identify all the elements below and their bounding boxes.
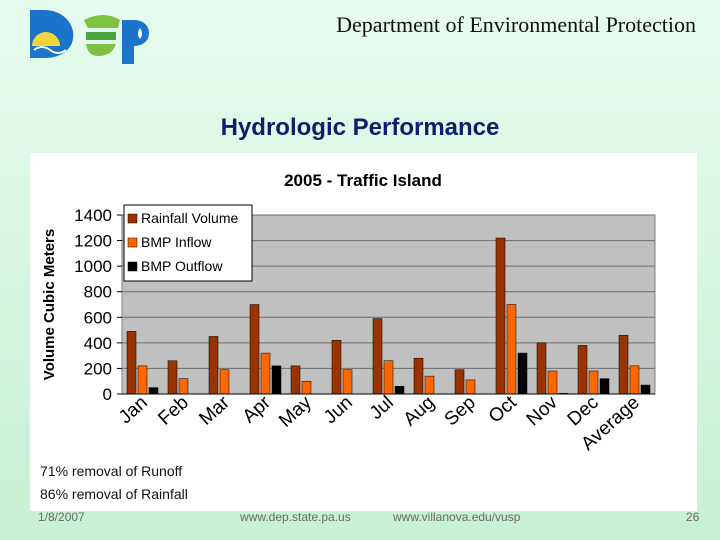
bar-rainfall-volume-feb — [167, 360, 178, 395]
x-tick-label: Jan — [115, 392, 152, 428]
bar-rainfall-volume-apr — [249, 304, 260, 395]
bar-bmp-inflow-mar — [219, 369, 230, 395]
x-tick-label: Apr — [239, 392, 276, 428]
footer-date: 1/8/2007 — [38, 510, 85, 524]
footer-url-villanova: www.villanova.edu/vusp — [393, 510, 521, 524]
bar-bmp-outflow-oct — [517, 352, 528, 395]
bar-bmp-inflow-nov — [547, 370, 558, 395]
bar-bmp-outflow-jan — [148, 387, 159, 395]
page-number: 26 — [686, 510, 700, 524]
bar-rainfall-volume-jul — [372, 318, 383, 395]
bar-bmp-inflow-jul — [383, 360, 394, 395]
legend-label: Rainfall Volume — [141, 210, 238, 226]
bar-bmp-outflow-apr — [271, 365, 282, 395]
bar-bmp-outflow-average — [640, 384, 651, 395]
legend-label: BMP Outflow — [141, 258, 223, 274]
x-tick-label: Oct — [485, 392, 522, 428]
legend-swatch — [127, 237, 138, 248]
runoff-removal-note: 71% removal of Runoff — [40, 463, 183, 479]
y-tick-label: 600 — [84, 308, 112, 327]
bar-rainfall-volume-sep — [454, 369, 465, 395]
x-tick-label: Mar — [195, 392, 234, 430]
x-tick-label: Feb — [154, 392, 192, 430]
bar-rainfall-volume-mar — [208, 336, 219, 395]
x-tick-label: Jun — [320, 392, 357, 428]
y-tick-label: 1200 — [74, 232, 112, 251]
bar-bmp-inflow-oct — [506, 304, 517, 395]
bar-rainfall-volume-oct — [495, 237, 506, 395]
bar-bmp-inflow-average — [629, 365, 640, 395]
bar-bmp-inflow-aug — [424, 375, 435, 395]
legend-label: BMP Inflow — [141, 234, 212, 250]
bar-chart: 2005 - Traffic Island 0 200 400 600 800 1000 12… — [41, 171, 656, 455]
y-tick-label: 800 — [84, 283, 112, 302]
bar-rainfall-volume-aug — [413, 357, 424, 395]
bar-rainfall-volume-jun — [331, 340, 342, 395]
bar-bmp-inflow-sep — [465, 379, 476, 395]
y-tick-label: 1000 — [74, 257, 112, 276]
bar-rainfall-volume-average — [618, 334, 629, 395]
slide-title: Hydrologic Performance — [220, 114, 500, 141]
dep-logo — [30, 10, 149, 64]
chart-panel: 2005 - Traffic Island 0 200 400 600 800 1000 12… — [30, 153, 697, 511]
bar-bmp-inflow-jun — [342, 369, 353, 395]
bar-bmp-inflow-may — [301, 380, 312, 395]
bar-bmp-outflow-jul — [394, 386, 405, 395]
y-tick-label: 1400 — [74, 206, 112, 225]
legend-box — [123, 204, 253, 282]
bar-rainfall-volume-dec — [577, 345, 588, 395]
x-tick-label: Aug — [400, 392, 439, 430]
y-tick-label: 400 — [84, 334, 112, 353]
bar-rainfall-volume-jan — [126, 331, 137, 395]
bar-bmp-inflow-apr — [260, 352, 271, 395]
bar-bmp-inflow-jan — [137, 365, 148, 395]
chart-title: 2005 - Traffic Island — [284, 171, 442, 190]
footer-url-dep: www.dep.state.pa.us — [240, 510, 351, 524]
legend-swatch — [127, 213, 138, 224]
legend-swatch — [127, 261, 138, 272]
x-tick-label: Sep — [441, 392, 480, 430]
bar-bmp-inflow-dec — [588, 370, 599, 395]
y-axis-label: Volume Cubic Meters — [41, 229, 58, 380]
organization-title: Department of Environmental Protection — [336, 12, 696, 37]
bar-bmp-outflow-dec — [599, 378, 610, 395]
y-tick-label: 200 — [84, 359, 112, 378]
x-tick-label: Jul — [366, 392, 398, 424]
bar-rainfall-volume-nov — [536, 342, 547, 395]
x-tick-label: Nov — [523, 392, 563, 431]
rainfall-removal-note: 86% removal of Rainfall — [40, 486, 188, 502]
x-tick-label: May — [275, 392, 316, 432]
bar-bmp-inflow-feb — [178, 378, 189, 395]
y-tick-label: 0 — [103, 385, 112, 404]
bar-rainfall-volume-may — [290, 365, 301, 395]
